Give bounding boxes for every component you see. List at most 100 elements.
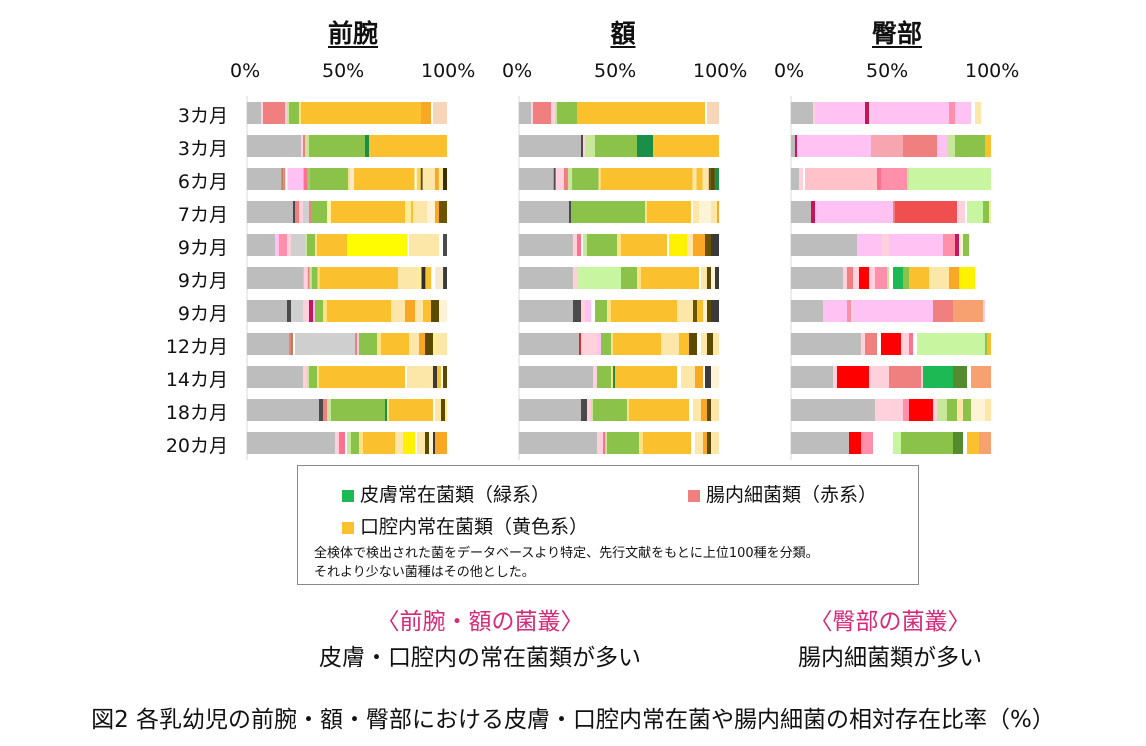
bar-segment-forearm [425,432,429,454]
row-label: 6カ月 [177,171,228,193]
bar-segment-forearm [348,168,351,190]
bar-segment-forearm [387,399,389,421]
bar-segment-forearm [331,201,405,223]
bar-segment-forehead [695,432,703,454]
bar-segment-forearm [415,432,417,454]
bar-segment-forehead [519,399,581,421]
bar-segment-forehead [639,432,643,454]
bar-segment-buttocks [859,267,869,289]
bar-segment-buttocks [791,432,849,454]
bar-segment-forearm [323,300,327,322]
bar-segment-forearm [291,300,303,322]
bar-segment-forehead [519,168,554,190]
bar-segment-forearm [303,135,305,157]
bar-segment-forearm [287,102,289,124]
bar-segment-buttocks [861,432,873,454]
bar-segment-forehead [597,432,603,454]
bar-segment-forearm [435,201,439,223]
bar-segment-forearm [305,234,307,256]
legend-item-skin: 皮膚常在菌類（緑系） [342,480,550,507]
bar-segment-forearm [339,432,345,454]
bar-segment-buttocks [971,102,975,124]
bar-segment-forearm [435,399,441,421]
bar-segment-forehead [597,366,611,388]
bar-segment-buttocks [893,432,901,454]
bar-segment-forearm [381,333,409,355]
bar-segment-buttocks [959,267,975,289]
bar-segment-forehead [681,366,695,388]
bar-segment-forearm [295,333,355,355]
panel-title-forearm: 前腕 [327,19,378,48]
bar-segment-buttocks [877,168,881,190]
bar-segment-forehead [689,399,693,421]
bar-segment-forehead [519,333,579,355]
bar-segment-forehead [595,300,607,322]
bar-segment-forearm [293,201,295,223]
bar-segment-buttocks [971,366,991,388]
bar-segment-forearm [305,135,309,157]
bar-segment-forearm [301,135,303,157]
bar-segment-forehead [581,333,585,355]
row-label: 12カ月 [165,336,228,358]
bar-segment-forehead [581,399,587,421]
bar-segment-buttocks [869,102,871,124]
bar-segment-forehead [707,102,719,124]
bar-segment-forehead [519,234,573,256]
bar-segment-buttocks [985,399,991,421]
bar-segment-buttocks [791,300,823,322]
bar-segment-forearm [442,168,447,190]
bar-segment-forehead [585,102,705,124]
bar-segment-buttocks [843,267,847,289]
bar-segment-buttocks [791,366,833,388]
bar-segment-forearm [347,234,407,256]
bar-segment-buttocks [805,168,877,190]
bar-segment-buttocks [889,366,921,388]
bar-segment-forearm [435,432,447,454]
bar-segment-buttocks [815,201,893,223]
highlight-title-buttocks: 〈臀部の菌叢〉 [809,609,971,635]
bar-segment-forearm [279,234,287,256]
bar-segment-buttocks [967,432,979,454]
bar-segment-forearm [389,399,433,421]
bar-segment-forehead [587,399,591,421]
bar-segment-forehead [717,201,719,223]
bar-segment-forearm [351,432,359,454]
bar-segment-buttocks [861,333,865,355]
bar-segment-buttocks [981,102,991,124]
bar-segment-forearm [419,333,425,355]
bar-segment-forearm [405,300,415,322]
bar-segment-buttocks [901,432,953,454]
bar-segment-forearm [403,432,415,454]
bar-segment-forehead [579,333,581,355]
bar-segment-forehead [581,135,583,157]
bar-segment-forearm [247,201,293,223]
bar-segment-buttocks [969,234,991,256]
bar-segment-forearm [247,432,335,454]
tick-0-forehead: 0% [502,60,533,82]
bar-segment-buttocks [921,366,923,388]
bar-segment-forehead [613,366,615,388]
bar-segment-buttocks [965,201,967,223]
bar-segment-forehead [677,366,681,388]
legend-swatch-green [342,490,354,502]
bar-segment-forearm [433,432,435,454]
bar-segment-buttocks [979,432,991,454]
bar-segment-forehead [581,234,583,256]
bar-segment-forearm [285,102,287,124]
bar-segment-forearm [409,333,419,355]
bar-segment-forehead [585,300,591,322]
bar-segment-buttocks [893,201,895,223]
bar-segment-forearm [407,234,409,256]
bar-segment-forearm [287,168,304,190]
bar-segment-buttocks [963,399,971,421]
bar-segment-forearm [331,399,385,421]
row-label: 14カ月 [165,369,228,391]
row-label: 3カ月 [177,105,228,127]
bar-segment-forearm [247,234,275,256]
bar-segment-forearm [309,168,349,190]
bar-segment-buttocks [963,432,967,454]
bar-segment-forearm [429,432,433,454]
bar-segment-forehead [617,234,621,256]
bar-segment-forehead [715,267,719,289]
bar-segment-forearm [327,300,391,322]
